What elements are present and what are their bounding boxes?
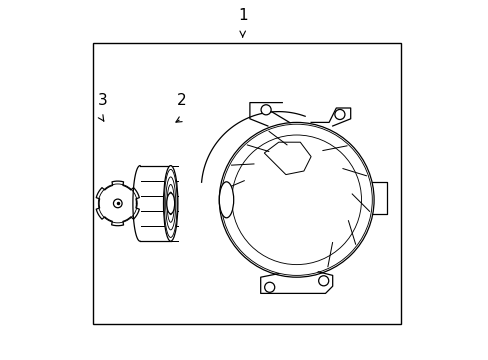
Ellipse shape bbox=[219, 182, 233, 218]
Circle shape bbox=[264, 282, 274, 292]
Ellipse shape bbox=[163, 166, 178, 241]
Circle shape bbox=[334, 109, 344, 120]
Text: 2: 2 bbox=[176, 93, 186, 108]
Text: 1: 1 bbox=[237, 8, 247, 23]
Circle shape bbox=[261, 105, 270, 115]
Ellipse shape bbox=[166, 193, 174, 214]
Bar bbox=[93, 43, 400, 324]
Circle shape bbox=[318, 276, 328, 286]
Text: 3: 3 bbox=[97, 93, 107, 108]
